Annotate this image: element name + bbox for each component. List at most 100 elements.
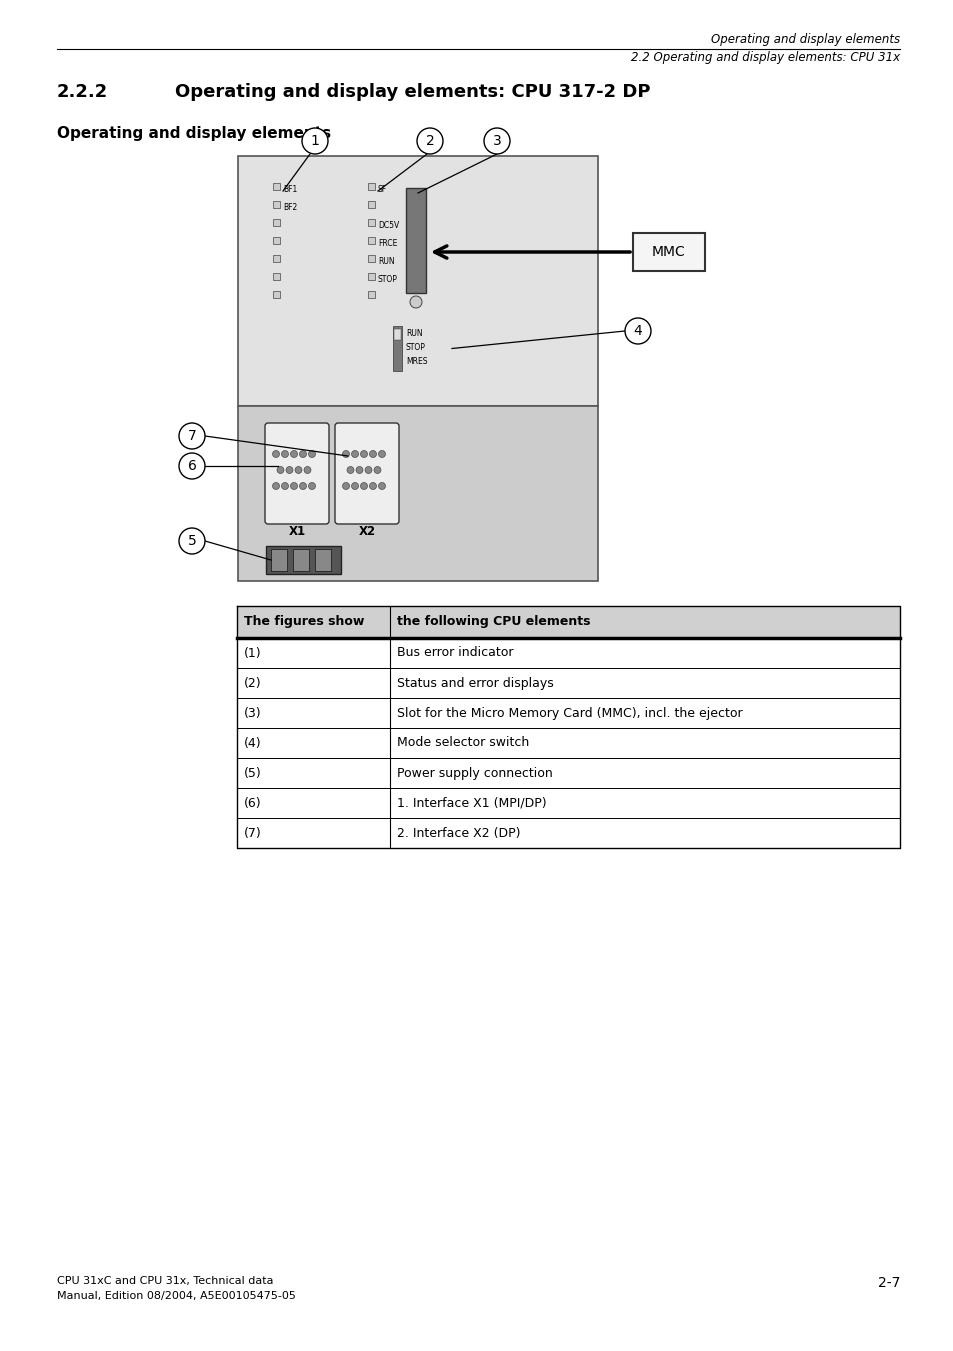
Bar bbox=[236, 698, 899, 728]
Text: 2: 2 bbox=[425, 134, 434, 149]
Text: X2: X2 bbox=[358, 526, 375, 538]
Circle shape bbox=[378, 482, 385, 489]
Text: Operating and display elements: CPU 317-2 DP: Operating and display elements: CPU 317-… bbox=[174, 82, 650, 101]
Text: Operating and display elements: Operating and display elements bbox=[710, 32, 899, 46]
Text: SF: SF bbox=[377, 185, 387, 193]
Text: 5: 5 bbox=[188, 534, 196, 549]
Circle shape bbox=[355, 466, 363, 473]
Circle shape bbox=[342, 482, 349, 489]
Bar bbox=[314, 549, 331, 571]
Bar bbox=[236, 788, 899, 817]
Text: 4: 4 bbox=[633, 324, 641, 338]
Bar bbox=[393, 326, 401, 372]
Bar bbox=[368, 236, 375, 243]
Text: (2): (2) bbox=[244, 677, 261, 689]
Circle shape bbox=[291, 450, 297, 458]
Bar bbox=[394, 330, 400, 340]
Circle shape bbox=[369, 450, 376, 458]
Circle shape bbox=[351, 482, 358, 489]
Text: STOP: STOP bbox=[377, 274, 397, 284]
Circle shape bbox=[416, 128, 442, 154]
Text: 2.2.2: 2.2.2 bbox=[57, 82, 108, 101]
Bar bbox=[293, 549, 309, 571]
Text: RUN: RUN bbox=[406, 330, 422, 339]
Circle shape bbox=[483, 128, 510, 154]
Bar bbox=[236, 817, 899, 848]
Circle shape bbox=[374, 466, 380, 473]
Bar bbox=[237, 155, 598, 407]
Bar bbox=[273, 200, 280, 208]
Bar bbox=[236, 667, 899, 698]
Circle shape bbox=[281, 450, 288, 458]
Text: DC5V: DC5V bbox=[377, 220, 399, 230]
Bar bbox=[273, 219, 280, 226]
Circle shape bbox=[369, 482, 376, 489]
Circle shape bbox=[273, 482, 279, 489]
Text: MMC: MMC bbox=[652, 245, 685, 259]
Text: 6: 6 bbox=[188, 459, 196, 473]
Bar bbox=[368, 254, 375, 262]
Text: (1): (1) bbox=[244, 647, 261, 659]
Circle shape bbox=[276, 466, 284, 473]
Text: RUN: RUN bbox=[377, 257, 395, 266]
Bar bbox=[236, 638, 899, 667]
Text: 2-7: 2-7 bbox=[877, 1275, 899, 1290]
Text: 7: 7 bbox=[188, 430, 196, 443]
Text: 1. Interface X1 (MPI/DP): 1. Interface X1 (MPI/DP) bbox=[396, 797, 546, 809]
Bar bbox=[271, 549, 287, 571]
Circle shape bbox=[342, 450, 349, 458]
Text: (6): (6) bbox=[244, 797, 261, 809]
Bar bbox=[237, 407, 598, 581]
Circle shape bbox=[299, 450, 306, 458]
Circle shape bbox=[360, 450, 367, 458]
Text: CPU 31xC and CPU 31x, Technical data: CPU 31xC and CPU 31x, Technical data bbox=[57, 1275, 274, 1286]
Text: 2.2 Operating and display elements: CPU 31x: 2.2 Operating and display elements: CPU … bbox=[630, 51, 899, 63]
Circle shape bbox=[179, 528, 205, 554]
Text: Status and error displays: Status and error displays bbox=[396, 677, 553, 689]
Circle shape bbox=[302, 128, 328, 154]
Text: 2. Interface X2 (DP): 2. Interface X2 (DP) bbox=[396, 827, 520, 839]
Circle shape bbox=[304, 466, 311, 473]
Text: STOP: STOP bbox=[406, 343, 425, 353]
Text: Operating and display elements: Operating and display elements bbox=[57, 126, 331, 141]
Bar bbox=[236, 758, 899, 788]
Circle shape bbox=[299, 482, 306, 489]
Text: 1: 1 bbox=[311, 134, 319, 149]
FancyBboxPatch shape bbox=[335, 423, 398, 524]
Circle shape bbox=[294, 466, 302, 473]
Circle shape bbox=[351, 450, 358, 458]
Text: (7): (7) bbox=[244, 827, 261, 839]
Circle shape bbox=[347, 466, 354, 473]
Bar bbox=[368, 219, 375, 226]
Text: BF2: BF2 bbox=[283, 203, 297, 212]
Text: The figures show: The figures show bbox=[244, 616, 364, 628]
FancyBboxPatch shape bbox=[265, 423, 329, 524]
Circle shape bbox=[378, 450, 385, 458]
Text: the following CPU elements: the following CPU elements bbox=[396, 616, 590, 628]
Text: FRCE: FRCE bbox=[377, 239, 397, 247]
Text: (3): (3) bbox=[244, 707, 261, 720]
Bar bbox=[273, 254, 280, 262]
Bar bbox=[273, 290, 280, 297]
Circle shape bbox=[624, 317, 650, 345]
Text: Power supply connection: Power supply connection bbox=[396, 766, 552, 780]
Circle shape bbox=[179, 453, 205, 480]
Text: Bus error indicator: Bus error indicator bbox=[396, 647, 513, 659]
Text: Manual, Edition 08/2004, A5E00105475-05: Manual, Edition 08/2004, A5E00105475-05 bbox=[57, 1292, 295, 1301]
Circle shape bbox=[360, 482, 367, 489]
Bar bbox=[273, 273, 280, 280]
Text: (4): (4) bbox=[244, 736, 261, 750]
Circle shape bbox=[308, 450, 315, 458]
Bar bbox=[273, 182, 280, 189]
Circle shape bbox=[179, 423, 205, 449]
Circle shape bbox=[273, 450, 279, 458]
Circle shape bbox=[281, 482, 288, 489]
Bar bbox=[273, 236, 280, 243]
Circle shape bbox=[410, 296, 421, 308]
Circle shape bbox=[365, 466, 372, 473]
Text: (5): (5) bbox=[244, 766, 261, 780]
Bar bbox=[633, 232, 704, 272]
Circle shape bbox=[308, 482, 315, 489]
Bar bbox=[368, 273, 375, 280]
Bar bbox=[266, 546, 340, 574]
